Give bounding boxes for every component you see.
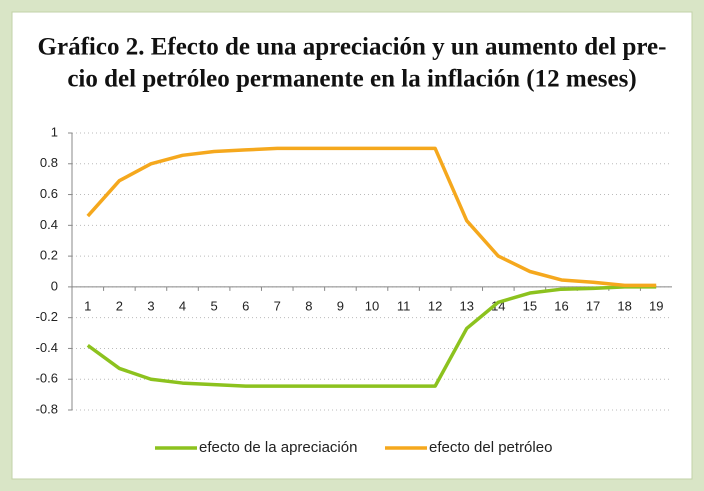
x-tick-label: 3 (147, 298, 154, 313)
y-tick-label: -0.6 (36, 371, 58, 386)
y-tick-label: 0.6 (40, 186, 58, 201)
legend-label: efecto del petróleo (429, 439, 552, 456)
x-tick-label: 10 (365, 298, 379, 313)
y-tick-label: 0.2 (40, 248, 58, 263)
x-tick-label: 15 (523, 298, 537, 313)
x-tick-label: 1 (84, 298, 91, 313)
series-line (86, 285, 657, 388)
y-tick-label: -0.8 (36, 401, 58, 416)
x-tick-label: 8 (305, 298, 312, 313)
y-tick-label: -0.4 (36, 340, 58, 355)
x-tick-label: 12 (428, 298, 442, 313)
y-tick-label: -0.2 (36, 309, 58, 324)
panel (11, 11, 693, 480)
x-tick-label: 13 (460, 298, 474, 313)
x-tick-label: 17 (586, 298, 600, 313)
x-tick-label: 6 (242, 298, 249, 313)
y-tick-label: 0.4 (40, 217, 58, 232)
x-tick-label: 9 (337, 298, 344, 313)
chart-title: cio del petróleo permanente en la inflac… (67, 66, 636, 93)
x-tick-label: 2 (116, 298, 123, 313)
chart-title: Gráfico 2. Efecto de una apreciación y u… (38, 34, 667, 61)
x-tick-label: 11 (397, 298, 411, 313)
series-line (86, 146, 657, 288)
x-tick-label: 4 (179, 298, 186, 313)
legend-label: efecto de la apreciación (199, 439, 357, 456)
y-tick-label: 0.8 (40, 155, 58, 170)
y-tick-label: 0 (51, 278, 58, 293)
x-tick-label: 16 (554, 298, 568, 313)
y-tick-label: 1 (51, 124, 58, 139)
x-tick-label: 7 (274, 298, 281, 313)
x-tick-label: 19 (649, 298, 663, 313)
x-tick-label: 5 (210, 298, 217, 313)
x-tick-label: 18 (617, 298, 631, 313)
